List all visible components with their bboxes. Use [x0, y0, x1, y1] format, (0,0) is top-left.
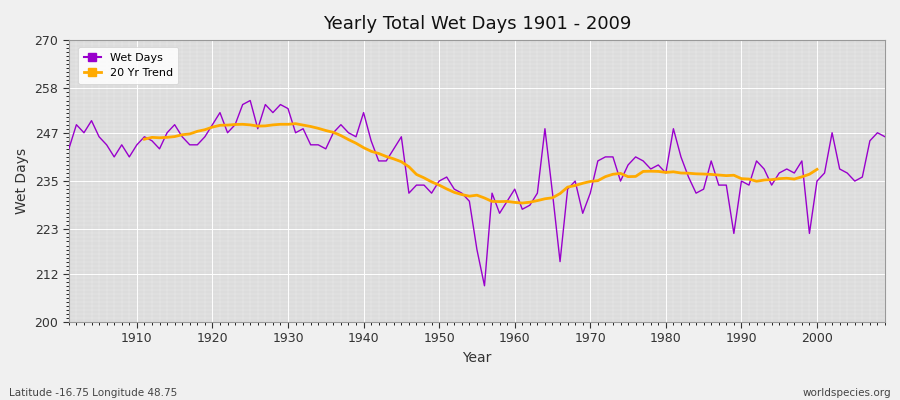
- Title: Yearly Total Wet Days 1901 - 2009: Yearly Total Wet Days 1901 - 2009: [323, 15, 631, 33]
- Legend: Wet Days, 20 Yr Trend: Wet Days, 20 Yr Trend: [78, 47, 178, 84]
- Text: Latitude -16.75 Longitude 48.75: Latitude -16.75 Longitude 48.75: [9, 388, 177, 398]
- Y-axis label: Wet Days: Wet Days: [15, 148, 29, 214]
- X-axis label: Year: Year: [463, 351, 491, 365]
- Text: worldspecies.org: worldspecies.org: [803, 388, 891, 398]
